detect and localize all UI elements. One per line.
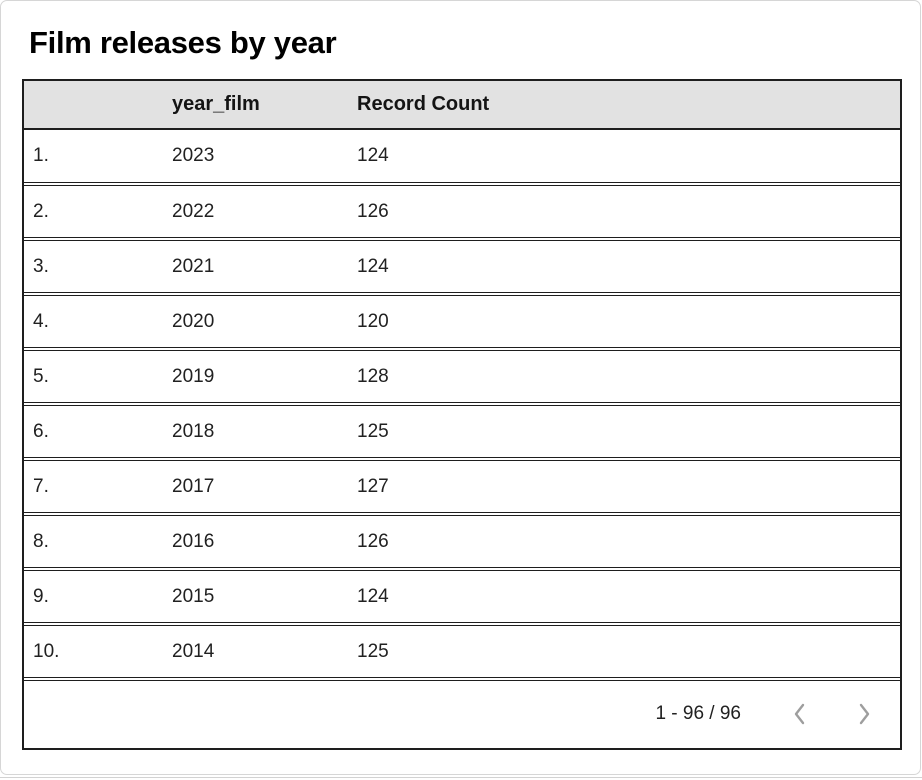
row-index: 10. bbox=[33, 640, 60, 662]
year-film-cell: 2016 bbox=[172, 530, 215, 552]
record-count-cell: 126 bbox=[357, 200, 389, 222]
table-row[interactable]: 8. 2016 126 bbox=[24, 514, 900, 569]
row-index: 5. bbox=[33, 365, 49, 387]
data-table: year_film Record Count 1. 2023 124 2. 20… bbox=[22, 79, 902, 750]
record-count-cell: 124 bbox=[357, 255, 389, 277]
row-index: 3. bbox=[33, 255, 49, 277]
year-film-cell: 2017 bbox=[172, 475, 215, 497]
table-row[interactable]: 1. 2023 124 bbox=[24, 130, 900, 184]
year-film-cell: 2020 bbox=[172, 310, 215, 332]
year-film-cell: 2015 bbox=[172, 585, 215, 607]
row-index: 2. bbox=[33, 200, 49, 222]
row-index: 9. bbox=[33, 585, 49, 607]
table-row[interactable]: 3. 2021 124 bbox=[24, 239, 900, 294]
year-film-cell: 2023 bbox=[172, 145, 215, 167]
record-count-cell: 125 bbox=[357, 420, 389, 442]
record-count-cell: 124 bbox=[357, 585, 389, 607]
table-row[interactable]: 4. 2020 120 bbox=[24, 294, 900, 349]
table-row[interactable]: 2. 2022 126 bbox=[24, 184, 900, 239]
pagination-next-button[interactable] bbox=[853, 701, 877, 727]
record-count-cell: 124 bbox=[357, 145, 389, 167]
record-count-cell: 128 bbox=[357, 365, 389, 387]
year-film-cell: 2019 bbox=[172, 365, 215, 387]
table-row[interactable]: 6. 2018 125 bbox=[24, 404, 900, 459]
chevron-left-icon bbox=[794, 704, 805, 725]
chart-title: Film releases by year bbox=[29, 25, 337, 60]
year-film-cell: 2021 bbox=[172, 255, 215, 277]
record-count-cell: 126 bbox=[357, 530, 389, 552]
table-row[interactable]: 7. 2017 127 bbox=[24, 459, 900, 514]
record-count-cell: 127 bbox=[357, 475, 389, 497]
year-film-cell: 2014 bbox=[172, 640, 215, 662]
row-index: 1. bbox=[33, 145, 49, 167]
table-row[interactable]: 9. 2015 124 bbox=[24, 569, 900, 624]
row-index: 8. bbox=[33, 530, 49, 552]
table-header-row: year_film Record Count bbox=[24, 81, 900, 130]
row-index: 7. bbox=[33, 475, 49, 497]
record-count-cell: 125 bbox=[357, 640, 389, 662]
table-row[interactable]: 10. 2014 125 bbox=[24, 624, 900, 679]
row-index: 6. bbox=[33, 420, 49, 442]
chevron-right-icon bbox=[859, 704, 870, 725]
header-cell-record-count[interactable]: Record Count bbox=[357, 93, 490, 115]
row-index: 4. bbox=[33, 310, 49, 332]
pagination-prev-button[interactable] bbox=[787, 701, 811, 727]
pagination-range-label: 1 - 96 / 96 bbox=[655, 703, 741, 725]
page-bottom-divider bbox=[0, 777, 922, 778]
year-film-cell: 2022 bbox=[172, 200, 215, 222]
table-row[interactable]: 5. 2019 128 bbox=[24, 349, 900, 404]
record-count-cell: 120 bbox=[357, 310, 389, 332]
header-cell-year-film[interactable]: year_film bbox=[172, 93, 260, 115]
table-footer: 1 - 96 / 96 bbox=[24, 679, 900, 748]
year-film-cell: 2018 bbox=[172, 420, 215, 442]
